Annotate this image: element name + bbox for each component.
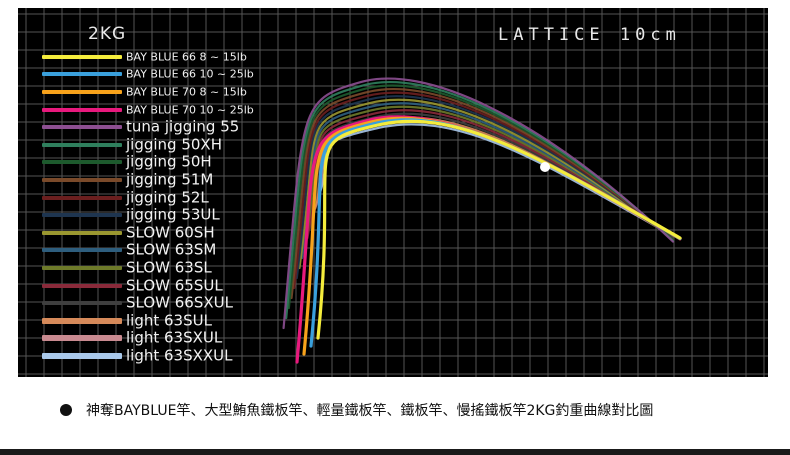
curve-jigging-53ul (295, 95, 675, 280)
curve-bay-blue-66-8-15lb (316, 119, 682, 340)
legend-label: jigging 53UL (126, 205, 220, 224)
legend-swatch (42, 125, 122, 130)
legend: BAY BLUE 66 8 ~ 15lb BAY BLUE 66 10 ~ 25l… (42, 48, 322, 365)
legend-label: light 63SXUL (126, 328, 223, 347)
curve-jigging-50xh (285, 81, 675, 320)
legend-item: BAY BLUE 70 10 ~ 25lb (42, 101, 322, 119)
load-label: 2KG (88, 24, 127, 44)
legend-item: light 63SXXUL (42, 347, 322, 365)
curve-bay-blue-66-10-25lb (309, 118, 682, 348)
curve-jigging-51m (290, 88, 675, 300)
legend-label: BAY BLUE 70 10 ~ 25lb (126, 103, 254, 117)
legend-label: BAY BLUE 66 10 ~ 25lb (126, 67, 254, 81)
curve-slow-65sul (306, 109, 675, 240)
grid-spacing-label: LATTICE 10cm (498, 25, 681, 45)
legend-item: jigging 52L (42, 189, 322, 207)
legend-label: SLOW 60SH (126, 223, 215, 242)
curve-tuna-jigging-55 (282, 77, 675, 330)
curve-jigging-52l (293, 91, 675, 290)
legend-item: jigging 51M (42, 171, 322, 189)
legend-swatch (42, 72, 122, 77)
legend-swatch (42, 160, 122, 165)
legend-item: jigging 50XH (42, 136, 322, 154)
legend-label: BAY BLUE 70 8 ~ 15lb (126, 85, 247, 99)
legend-swatch (42, 107, 122, 112)
legend-label: jigging 50H (126, 152, 212, 171)
legend-swatch (42, 248, 122, 253)
caption-text: 神奪BAYBLUE竿、大型鮪魚鐵板竿、輕量鐵板竿、鐵板竿、慢搖鐵板竿2KG釣重曲… (86, 403, 654, 419)
legend-item: SLOW 60SH (42, 224, 322, 242)
legend-item: tuna jigging 55 (42, 118, 322, 136)
curve-bay-blue-70-10-25lb (295, 115, 682, 364)
legend-label: light 63SXXUL (126, 346, 233, 365)
legend-swatch (42, 301, 122, 306)
legend-swatch (42, 335, 122, 342)
legend-swatch (42, 230, 122, 235)
legend-swatch (42, 317, 122, 324)
legend-item: jigging 53UL (42, 206, 322, 224)
legend-item: SLOW 63SM (42, 242, 322, 260)
legend-swatch (42, 142, 122, 147)
legend-item: BAY BLUE 66 8 ~ 15lb (42, 48, 322, 66)
legend-label: SLOW 63SL (126, 258, 212, 277)
legend-item: SLOW 63SL (42, 259, 322, 277)
bottom-divider (0, 449, 790, 455)
legend-swatch (42, 213, 122, 218)
legend-swatch (42, 283, 122, 288)
legend-item: light 63SUL (42, 312, 322, 330)
legend-label: tuna jigging 55 (126, 117, 240, 136)
legend-swatch (42, 352, 122, 359)
bend-curve-plot (18, 8, 768, 377)
curve-bay-blue-70-8-15lb (302, 116, 682, 356)
legend-label: jigging 50XH (126, 135, 222, 154)
legend-item: jigging 50H (42, 154, 322, 172)
legend-swatch (42, 195, 122, 200)
legend-swatch (42, 265, 122, 270)
curve-layer (282, 77, 682, 364)
legend-item: light 63SXUL (42, 330, 322, 348)
legend-label: jigging 52L (126, 188, 209, 207)
legend-swatch (42, 177, 122, 182)
legend-label: SLOW 65SUL (126, 276, 223, 295)
legend-item: BAY BLUE 66 10 ~ 25lb (42, 66, 322, 84)
bullet-icon (60, 404, 72, 416)
legend-label: jigging 51M (126, 170, 214, 189)
legend-label: SLOW 63SM (126, 240, 217, 259)
curve-jigging-50h (287, 84, 675, 310)
legend-item: SLOW 65SUL (42, 277, 322, 295)
legend-item: SLOW 66SXUL (42, 294, 322, 312)
chart-panel: 2KG LATTICE 10cm BAY BLUE 66 8 ~ 15lb BAY… (18, 8, 768, 377)
grid (18, 8, 768, 377)
legend-swatch (42, 89, 122, 94)
legend-label: BAY BLUE 66 8 ~ 15lb (126, 50, 247, 64)
reference-dot (540, 162, 550, 172)
caption: 神奪BAYBLUE竿、大型鮪魚鐵板竿、輕量鐵板竿、鐵板竿、慢搖鐵板竿2KG釣重曲… (60, 400, 653, 420)
curve-slow-60sh (298, 98, 675, 270)
legend-swatch (42, 54, 122, 59)
legend-label: SLOW 66SXUL (126, 293, 233, 312)
curve-light-63sul (311, 116, 675, 238)
curve-light-63sxxul (316, 123, 675, 238)
legend-item: BAY BLUE 70 8 ~ 15lb (42, 83, 322, 101)
legend-label: light 63SUL (126, 311, 212, 330)
